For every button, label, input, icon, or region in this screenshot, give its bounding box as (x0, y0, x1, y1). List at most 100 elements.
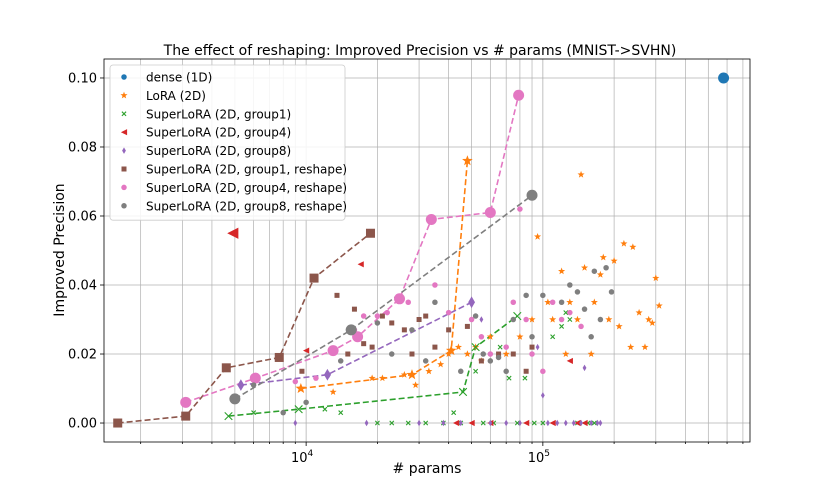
series-7-point (558, 299, 565, 306)
y-tick-label: 0.02 (68, 348, 97, 363)
series-5-point (361, 341, 367, 347)
series-6-point (478, 334, 485, 340)
series-5-point (432, 344, 438, 350)
series-5-point (345, 351, 351, 357)
series-4-point (504, 419, 509, 427)
series-6-point (374, 313, 381, 319)
plot-frame (103, 58, 751, 443)
series-7-point (458, 368, 464, 375)
series-6-point (558, 316, 565, 323)
series-1-point (629, 243, 637, 251)
series-7-point (495, 354, 502, 361)
series-7-point (523, 292, 529, 299)
series-5-point (389, 320, 395, 326)
series-3-point (303, 347, 310, 354)
series-6-point (549, 299, 556, 306)
series-7-point (529, 334, 535, 340)
series-1-point (590, 298, 598, 306)
series-1-front-point (462, 155, 473, 166)
series-6-point (487, 351, 494, 357)
series-6-front-point (180, 396, 192, 408)
series-5-point (351, 306, 357, 312)
series-5-point (464, 323, 470, 329)
series-5-point (496, 351, 502, 357)
series-5-front-point (181, 411, 191, 421)
series-1-point (558, 267, 566, 275)
x-tick-label-base: 10 (528, 451, 545, 466)
series-7-point (303, 399, 309, 406)
series-1-point (620, 239, 628, 247)
series-1-front-point (406, 369, 418, 380)
series-2-point (251, 410, 257, 416)
series-6-point (567, 309, 573, 316)
legend-label-6: SuperLoRA (2D, group4, reshape) (146, 181, 347, 195)
series-7-point (540, 292, 546, 299)
series-5-front-point (365, 228, 375, 238)
series-4-point (563, 419, 568, 427)
series-6-front-point (425, 213, 437, 225)
legend-label-7: SuperLoRA (2D, group8, reshape) (146, 199, 347, 213)
series-2-point (591, 420, 597, 426)
series-1-point (577, 170, 585, 178)
series-6-point (523, 316, 529, 323)
legend-box (109, 64, 346, 221)
series-7-point (591, 268, 598, 274)
series-1-point (610, 257, 618, 264)
series-3-point (452, 419, 460, 427)
x-tick-label-base: 10 (291, 451, 308, 466)
series-3-front-point (227, 227, 239, 239)
series-7-point (567, 282, 573, 288)
legend-label-5: SuperLoRA (2D, group1, reshape) (146, 163, 347, 177)
series-1-point (549, 315, 557, 323)
series-6-front-point (394, 293, 406, 305)
series-1-point (412, 381, 420, 389)
series-7-point (389, 351, 395, 357)
x-tick-label-exp: 5 (544, 449, 550, 459)
series-7-point (280, 409, 286, 416)
series-4-point (545, 419, 550, 427)
series-2-point (506, 375, 512, 381)
series-2-front-point (224, 411, 233, 421)
y-tick-label: 0.04 (68, 279, 97, 294)
series-1-point (605, 315, 613, 323)
legend-marker-3 (120, 129, 128, 136)
series-6-front-point (249, 372, 261, 384)
series-6-point (529, 351, 535, 357)
series-6-point (360, 313, 367, 319)
series-1-point (528, 315, 536, 323)
legend-label-2: SuperLoRA (2D, group1) (146, 107, 291, 121)
x-tick-label: 104 (291, 449, 314, 466)
series-1-front-point (295, 382, 307, 394)
series-7-front-point (229, 393, 241, 405)
series-6-point (578, 323, 584, 330)
y-tick-label: 0.08 (68, 140, 97, 155)
series-7-point (574, 289, 581, 295)
series-1-point (562, 350, 570, 358)
series-5-front-point (309, 273, 319, 283)
series-1-point (615, 322, 623, 330)
series-1-point (648, 319, 656, 326)
series-5-front-point (221, 363, 231, 373)
series-7-front-point (345, 324, 357, 336)
series-7-point (432, 299, 438, 306)
series-2-point (563, 310, 569, 316)
series-4-point (582, 364, 587, 372)
y-tick-label: 0.00 (68, 417, 97, 432)
series-5-point (523, 368, 529, 374)
series-4-point (598, 419, 603, 427)
series-5-front-point (274, 352, 284, 362)
series-2-point (514, 420, 520, 426)
series-5-point (379, 313, 385, 319)
series-4-front-point (323, 368, 331, 381)
series-1-point (544, 298, 552, 306)
series-4-point (417, 419, 421, 427)
series-4-point (518, 419, 522, 427)
series-7-point (603, 265, 609, 271)
series-4-point (589, 419, 594, 427)
series-1-point (378, 374, 386, 382)
series-3-point (523, 419, 530, 427)
legend-label-1: LoRA (2D) (146, 89, 206, 103)
series-3-point (357, 261, 364, 268)
series-1-point (599, 253, 607, 261)
series-5-point (423, 313, 429, 319)
